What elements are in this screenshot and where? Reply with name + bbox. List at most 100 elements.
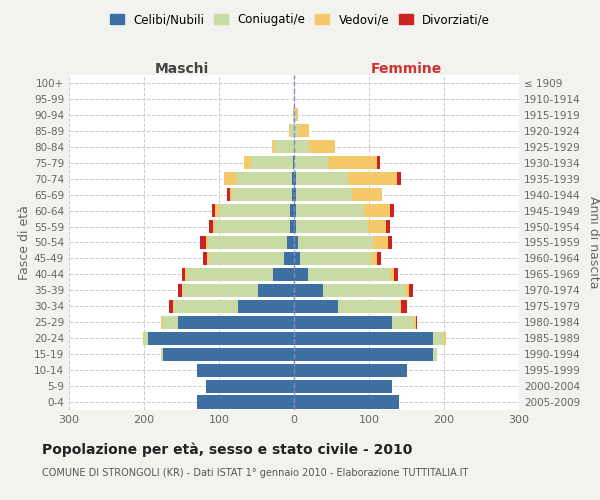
Bar: [296, 204, 364, 217]
Bar: [174, 300, 238, 313]
Bar: [337, 300, 399, 313]
Bar: [309, 140, 335, 153]
Bar: [293, 108, 294, 122]
Bar: [163, 316, 178, 329]
Bar: [294, 316, 392, 329]
Bar: [183, 284, 258, 297]
Bar: [294, 252, 300, 265]
Bar: [294, 380, 392, 392]
Bar: [148, 332, 294, 345]
Bar: [292, 172, 294, 185]
Bar: [205, 380, 294, 392]
Bar: [209, 252, 284, 265]
Bar: [178, 284, 182, 297]
Bar: [144, 332, 148, 345]
Bar: [296, 108, 298, 122]
Bar: [230, 188, 232, 201]
Bar: [414, 316, 415, 329]
Bar: [182, 284, 183, 297]
Bar: [224, 172, 235, 185]
Bar: [292, 188, 294, 201]
Bar: [298, 124, 309, 138]
Bar: [258, 284, 294, 297]
Bar: [386, 220, 390, 233]
Bar: [367, 220, 386, 233]
Bar: [308, 268, 390, 281]
Bar: [294, 268, 308, 281]
Bar: [203, 252, 207, 265]
Legend: Celibi/Nubili, Coniugati/e, Vedovi/e, Divorziati/e: Celibi/Nubili, Coniugati/e, Vedovi/e, Di…: [105, 8, 495, 31]
Bar: [294, 348, 433, 360]
Bar: [290, 220, 294, 233]
Bar: [207, 252, 209, 265]
Bar: [433, 332, 444, 345]
Bar: [397, 172, 401, 185]
Bar: [163, 348, 294, 360]
Bar: [294, 284, 323, 297]
Bar: [433, 348, 437, 360]
Bar: [244, 156, 251, 170]
Bar: [169, 300, 173, 313]
Bar: [390, 204, 394, 217]
Bar: [275, 140, 294, 153]
Bar: [212, 204, 215, 217]
Bar: [294, 364, 407, 376]
Bar: [294, 156, 328, 170]
Bar: [235, 172, 292, 185]
Bar: [415, 316, 417, 329]
Bar: [294, 124, 298, 138]
Bar: [409, 284, 413, 297]
Y-axis label: Fasce di età: Fasce di età: [18, 205, 31, 280]
Bar: [371, 252, 377, 265]
Bar: [251, 156, 293, 170]
Bar: [197, 364, 294, 376]
Bar: [161, 316, 163, 329]
Bar: [323, 284, 405, 297]
Bar: [300, 252, 371, 265]
Bar: [390, 268, 394, 281]
Bar: [219, 204, 290, 217]
Bar: [227, 188, 230, 201]
Bar: [293, 156, 294, 170]
Bar: [294, 204, 296, 217]
Bar: [185, 268, 187, 281]
Bar: [232, 188, 292, 201]
Bar: [294, 236, 298, 249]
Bar: [388, 236, 392, 249]
Bar: [143, 332, 144, 345]
Bar: [294, 188, 296, 201]
Bar: [392, 316, 414, 329]
Bar: [197, 396, 294, 408]
Bar: [209, 220, 213, 233]
Bar: [182, 268, 185, 281]
Bar: [444, 332, 445, 345]
Bar: [348, 172, 397, 185]
Bar: [290, 124, 294, 138]
Bar: [206, 236, 208, 249]
Bar: [399, 300, 401, 313]
Bar: [208, 236, 287, 249]
Bar: [178, 316, 294, 329]
Bar: [287, 236, 294, 249]
Bar: [405, 284, 409, 297]
Bar: [352, 188, 382, 201]
Bar: [161, 348, 163, 360]
Bar: [273, 268, 294, 281]
Bar: [215, 204, 219, 217]
Bar: [290, 204, 294, 217]
Bar: [296, 220, 367, 233]
Text: Popolazione per età, sesso e stato civile - 2010: Popolazione per età, sesso e stato civil…: [42, 442, 412, 457]
Bar: [294, 300, 337, 313]
Bar: [200, 236, 206, 249]
Text: Femmine: Femmine: [371, 62, 442, 76]
Bar: [296, 172, 348, 185]
Bar: [294, 140, 309, 153]
Bar: [296, 188, 352, 201]
Bar: [394, 268, 398, 281]
Y-axis label: Anni di nascita: Anni di nascita: [587, 196, 600, 289]
Bar: [213, 220, 215, 233]
Bar: [238, 300, 294, 313]
Bar: [377, 252, 381, 265]
Bar: [289, 124, 290, 138]
Bar: [294, 332, 433, 345]
